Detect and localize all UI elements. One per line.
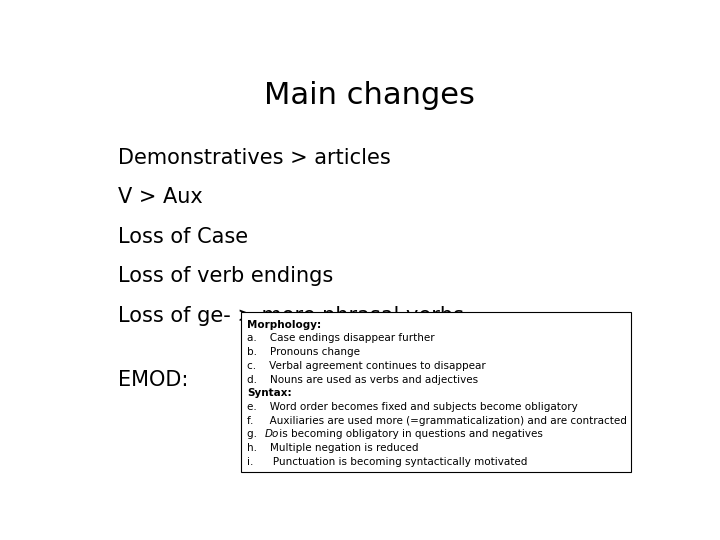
Text: EMOD:: EMOD:: [118, 370, 188, 390]
Text: g.: g.: [248, 429, 270, 440]
Text: Loss of verb endings: Loss of verb endings: [118, 266, 333, 286]
Text: V > Aux: V > Aux: [118, 187, 202, 207]
Text: a.    Case endings disappear further: a. Case endings disappear further: [248, 333, 435, 343]
Text: Syntax:: Syntax:: [248, 388, 292, 399]
Text: Demonstratives > articles: Demonstratives > articles: [118, 148, 391, 168]
Text: h.    Multiple negation is reduced: h. Multiple negation is reduced: [248, 443, 419, 453]
Text: b.    Pronouns change: b. Pronouns change: [248, 347, 360, 357]
Text: Loss of ge- > more phrasal verbs: Loss of ge- > more phrasal verbs: [118, 306, 464, 326]
Text: d.    Nouns are used as verbs and adjectives: d. Nouns are used as verbs and adjective…: [248, 375, 479, 384]
Text: c.    Verbal agreement continues to disappear: c. Verbal agreement continues to disappe…: [248, 361, 486, 371]
Text: Loss of Case: Loss of Case: [118, 227, 248, 247]
Text: is becoming obligatory in questions and negatives: is becoming obligatory in questions and …: [276, 429, 543, 440]
Text: Morphology:: Morphology:: [248, 320, 322, 330]
Text: Main changes: Main changes: [264, 82, 474, 111]
Text: Do: Do: [265, 429, 279, 440]
FancyBboxPatch shape: [240, 312, 631, 472]
Text: e.    Word order becomes fixed and subjects become obligatory: e. Word order becomes fixed and subjects…: [248, 402, 578, 412]
Text: i.      Punctuation is becoming syntactically motivated: i. Punctuation is becoming syntactically…: [248, 457, 528, 467]
Text: f.     Auxiliaries are used more (=grammaticalization) and are contracted: f. Auxiliaries are used more (=grammatic…: [248, 416, 627, 426]
